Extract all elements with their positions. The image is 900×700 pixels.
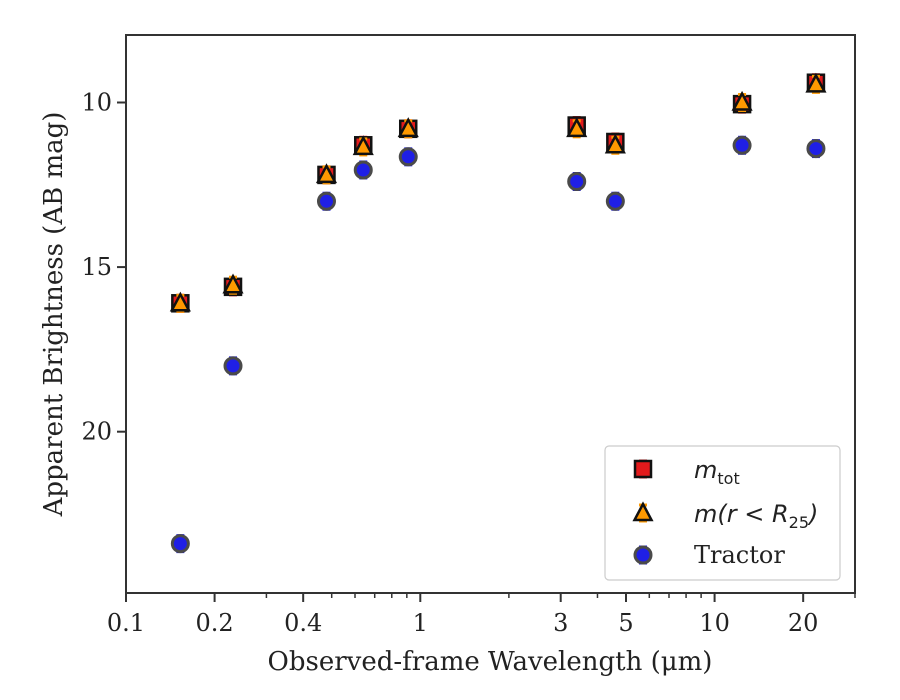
circle-point [170,534,190,554]
y-tick-label: 10 [81,88,112,116]
circle-point [316,191,336,211]
x-tick-label: 3 [553,609,568,637]
legend-label-m-r25-main: m(r < R [694,500,789,528]
y-axis-label: Apparent Brightness (AB mag) [39,112,69,518]
x-tick-label: 0.4 [284,609,322,637]
x-tick-label: 1 [413,609,428,637]
legend: mtot m(r < R25) Tractor [604,445,841,581]
circle-point [806,139,826,159]
circle-point [223,356,243,376]
y-tick-label: 20 [81,418,112,446]
legend-marker-circle [633,545,653,565]
circle-point [567,171,587,191]
x-tick-label: 20 [788,609,819,637]
x-tick-label: 0.2 [196,609,234,637]
legend-box [604,445,841,581]
legend-label-tractor: Tractor [694,541,785,569]
triangle-point [731,90,753,112]
legend-label-m-r25: m(r < R25) [694,500,818,532]
triangle-point [397,117,419,139]
x-axis: 0.1 0.2 0.4 1 3 5 10 20 [107,593,856,637]
legend-label-m-r25-sub: 25 [789,513,809,532]
x-axis-label: Observed-frame Wavelength (μm) [268,647,713,677]
legend-label-m-r25-rest: ) [807,500,818,528]
triangle-point [315,163,338,185]
triangle-point [604,133,626,155]
triangle-point [566,117,588,139]
triangle-point [222,273,244,295]
x-tick-label: 5 [618,609,633,637]
circle-point [353,160,373,180]
triangle-point [169,291,191,313]
x-tick-label: 10 [699,609,730,637]
legend-marker-square [633,459,653,479]
legend-label-mtot-sub: tot [717,469,739,488]
legend-markers [632,459,654,565]
circle-point [398,147,418,167]
data-layer [169,72,827,554]
y-tick-label: 15 [81,253,112,281]
legend-label-mtot-main: m [694,456,717,484]
x-tick-label: 0.1 [107,609,145,637]
legend-label-mtot: mtot [694,456,740,488]
y-axis: 10 15 20 [81,88,126,446]
circle-point [605,191,625,211]
triangle-point [352,135,374,157]
legend-marker-triangle [632,501,654,523]
triangle-point [805,72,827,94]
circle-point [732,135,752,155]
